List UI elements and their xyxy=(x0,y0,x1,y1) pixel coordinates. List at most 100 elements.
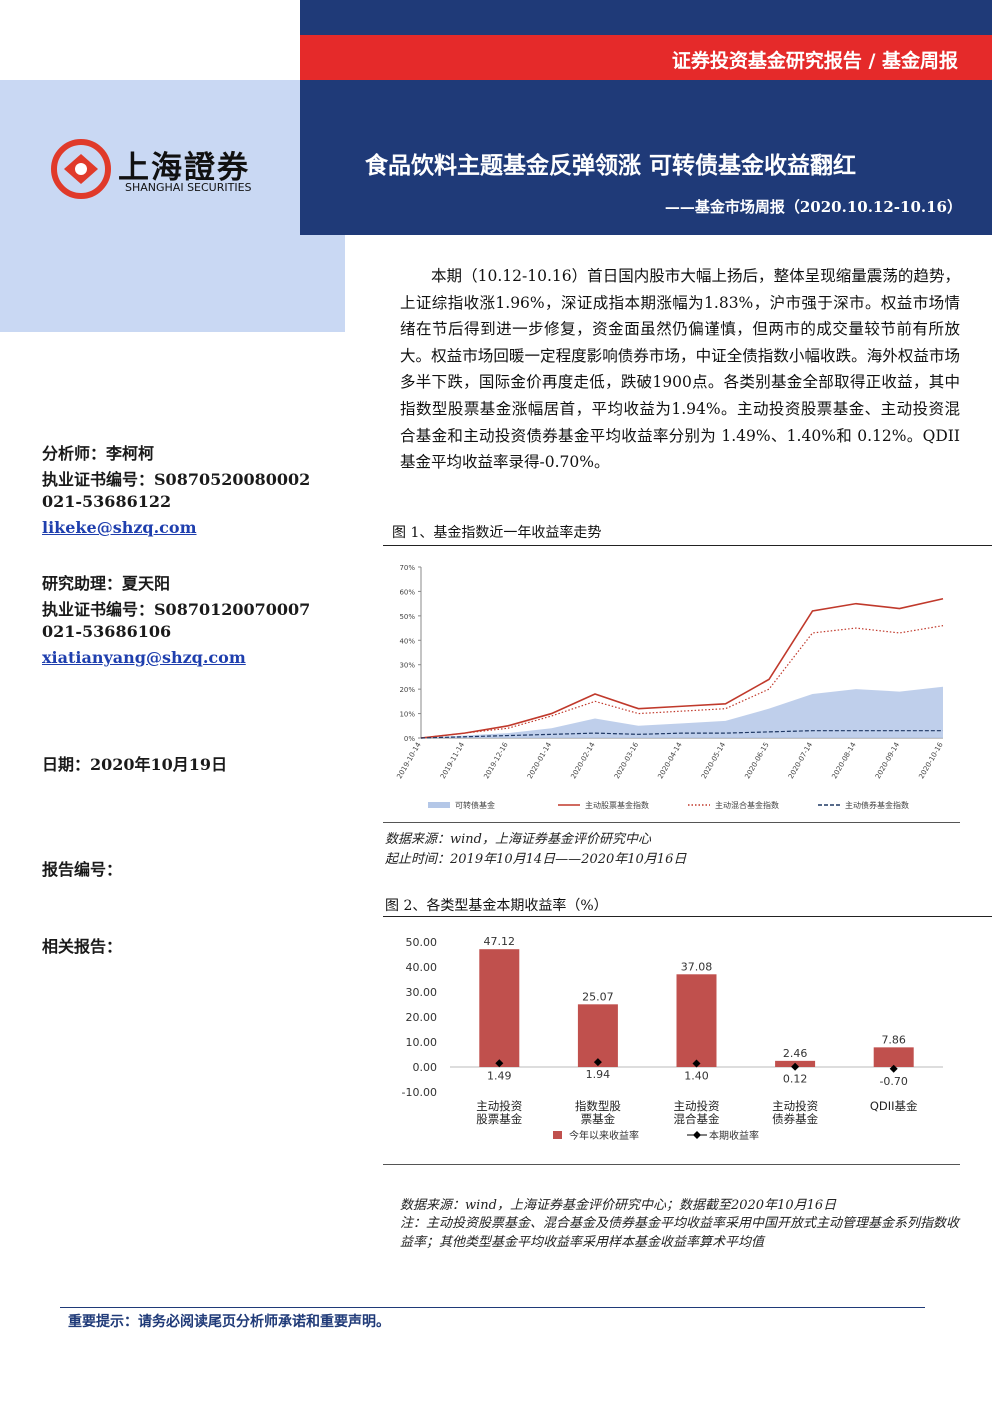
y-tick-label: 50.00 xyxy=(406,936,438,949)
legend-swatch xyxy=(428,802,450,808)
x-tick-label: 2019-12-16 xyxy=(482,741,510,781)
y-tick-label: 0.00 xyxy=(413,1061,438,1074)
chart-note: 注：主动投资股票基金、混合基金及债券基金平均收益率采用中国开放式主动管理基金系列… xyxy=(400,1216,960,1250)
related-reports: 相关报告： xyxy=(42,937,123,956)
report-number: 报告编号： xyxy=(42,860,123,879)
x-tick-label: 2020-03-16 xyxy=(613,741,641,781)
analyst-cert: 执业证书编号：S0870520080002 xyxy=(42,470,311,489)
logo-ring xyxy=(51,139,111,199)
line-chart: 0% 10% 20% 30% 40% 50% 60% 70% 2019-10-14 2019-11… xyxy=(395,564,945,810)
assistant-email[interactable]: xiatianyang@shzq.com xyxy=(42,648,246,667)
logo-english: SHANGHAI SECURITIES xyxy=(125,181,252,194)
footer-note: 重要提示：请务必阅读尾页分析师承诺和重要声明。 xyxy=(68,1314,390,1330)
analyst-email[interactable]: likeke@shzq.com xyxy=(42,518,197,537)
assistant-phone: 021-53686106 xyxy=(42,622,172,641)
marker xyxy=(593,1058,602,1067)
x-tick-label: 主动投资股票基金 xyxy=(476,1099,523,1126)
assistant-cert: 执业证书编号：S0870120070007 xyxy=(42,600,311,619)
bar-value-label: 2.46 xyxy=(783,1047,808,1060)
y-tick-label: 50% xyxy=(399,613,415,621)
logo-name: 上海證券 xyxy=(118,150,250,186)
y-tick-label: 0% xyxy=(404,735,415,743)
marker-value-label: 1.49 xyxy=(487,1069,512,1082)
legend-label: 主动债券基金指数 xyxy=(845,800,909,810)
x-tick-label: 主动投资债券基金 xyxy=(772,1099,819,1126)
marker-value-label: 0.12 xyxy=(783,1073,808,1086)
legend-label: 本期收益率 xyxy=(709,1129,759,1142)
marker xyxy=(889,1064,898,1073)
y-tick-label: 40.00 xyxy=(406,961,438,974)
y-tick-label: 60% xyxy=(399,588,415,596)
x-tick-label: 2020-07-14 xyxy=(787,741,815,781)
marker-value-label: 1.94 xyxy=(586,1068,611,1081)
chart-source: 数据来源：wind，上海证券基金评价研究中心；数据截至2020年10月16日 xyxy=(400,1198,837,1213)
x-tick-label: 2020-05-14 xyxy=(700,741,728,781)
legend-label: 主动股票基金指数 xyxy=(585,800,649,810)
title-band xyxy=(300,80,992,235)
caption-rule xyxy=(383,545,992,546)
bar xyxy=(577,1004,618,1067)
logo-panel xyxy=(0,80,345,332)
x-tick-label: 2020-01-14 xyxy=(526,741,554,781)
analyst-phone: 021-53686122 xyxy=(42,492,172,511)
bar-value-label: 47.12 xyxy=(484,935,516,948)
y-tick-label: 70% xyxy=(399,564,415,572)
x-tick-label: 指数型股票基金 xyxy=(574,1099,621,1126)
report-title: 食品饮料主题基金反弹领涨 可转债基金收益翻红 xyxy=(365,152,857,179)
logo-center xyxy=(75,163,87,175)
line xyxy=(420,625,944,739)
header-red-band xyxy=(300,35,992,80)
figure-caption: 图 2、各类型基金本期收益率（%） xyxy=(385,898,608,914)
x-tick-label: 2020-09-14 xyxy=(874,741,902,781)
y-tick-label: 30.00 xyxy=(406,986,438,999)
legend-swatch xyxy=(693,1131,701,1139)
area xyxy=(421,686,943,738)
y-tick-label: 20% xyxy=(399,686,415,694)
chart-rule xyxy=(383,1164,960,1165)
x-tick-label: 2020-08-14 xyxy=(830,741,858,781)
legend-label: 可转债基金 xyxy=(455,800,495,810)
y-tick-label: 30% xyxy=(399,662,415,670)
bar-chart-labels: 主动投资股票基金 指数型股票基金 主动投资混合基金 主动投资债券基金 QDII基金 xyxy=(383,925,960,1165)
x-tick-label: 主动投资混合基金 xyxy=(673,1099,720,1126)
bar-chart: -10.00 0.00 10.00 20.00 30.00 40.00 50.00 47.12… xyxy=(402,935,943,1142)
marker xyxy=(495,1059,504,1068)
figure-caption: 图 1、基金指数近一年收益率走势 xyxy=(392,525,602,541)
line xyxy=(420,597,944,739)
marker-value-label: -0.70 xyxy=(879,1075,907,1088)
legend-label: 主动混合基金指数 xyxy=(715,800,779,810)
bar xyxy=(676,974,717,1067)
legend-swatch xyxy=(553,1131,562,1139)
report-date: 日期：2020年10月19日 xyxy=(42,755,228,774)
header-band xyxy=(300,0,992,35)
chart-period: 起止时间：2019年10月14日——2020年10月16日 xyxy=(385,852,687,867)
footer-rule xyxy=(60,1307,925,1308)
bar xyxy=(873,1047,914,1067)
report-subtitle: ——基金市场周报（2020.10.12-10.16） xyxy=(664,198,962,216)
bar-value-label: 7.86 xyxy=(881,1033,906,1046)
y-tick-label: -10.00 xyxy=(402,1086,437,1099)
logo-icon xyxy=(51,139,111,199)
y-tick-label: 40% xyxy=(399,637,415,645)
marker-value-label: 1.40 xyxy=(684,1070,709,1083)
marker xyxy=(791,1062,800,1071)
y-tick-label: 20.00 xyxy=(406,1011,438,1024)
legend-label: 今年以来收益率 xyxy=(569,1129,639,1142)
summary: 本期（10.12-10.16）首日国内股市大幅上扬后，整体呈现缩量震荡的趋势，上… xyxy=(400,267,960,472)
x-tick-label: QDII基金 xyxy=(869,1099,918,1113)
x-tick-label: 2020-06-15 xyxy=(743,741,770,780)
chart-source: 数据来源：wind，上海证券基金评价研究中心 xyxy=(385,832,651,847)
y-tick-label: 10% xyxy=(399,711,415,719)
caption-rule xyxy=(383,916,992,917)
assistant: 研究助理：夏天阳 xyxy=(42,574,171,593)
analyst: 分析师：李柯柯 xyxy=(42,444,155,463)
x-tick-label: 2019-11-14 xyxy=(439,741,467,781)
bar-value-label: 37.08 xyxy=(681,960,713,973)
x-tick-label: 2020-02-14 xyxy=(569,741,597,781)
report-category: 证券投资基金研究报告 / 基金周报 xyxy=(671,50,958,72)
marker xyxy=(692,1059,701,1068)
line xyxy=(420,730,943,739)
chart-rule xyxy=(383,822,960,823)
x-tick-label: 2019-10-14 xyxy=(395,741,423,781)
bar xyxy=(479,949,520,1067)
